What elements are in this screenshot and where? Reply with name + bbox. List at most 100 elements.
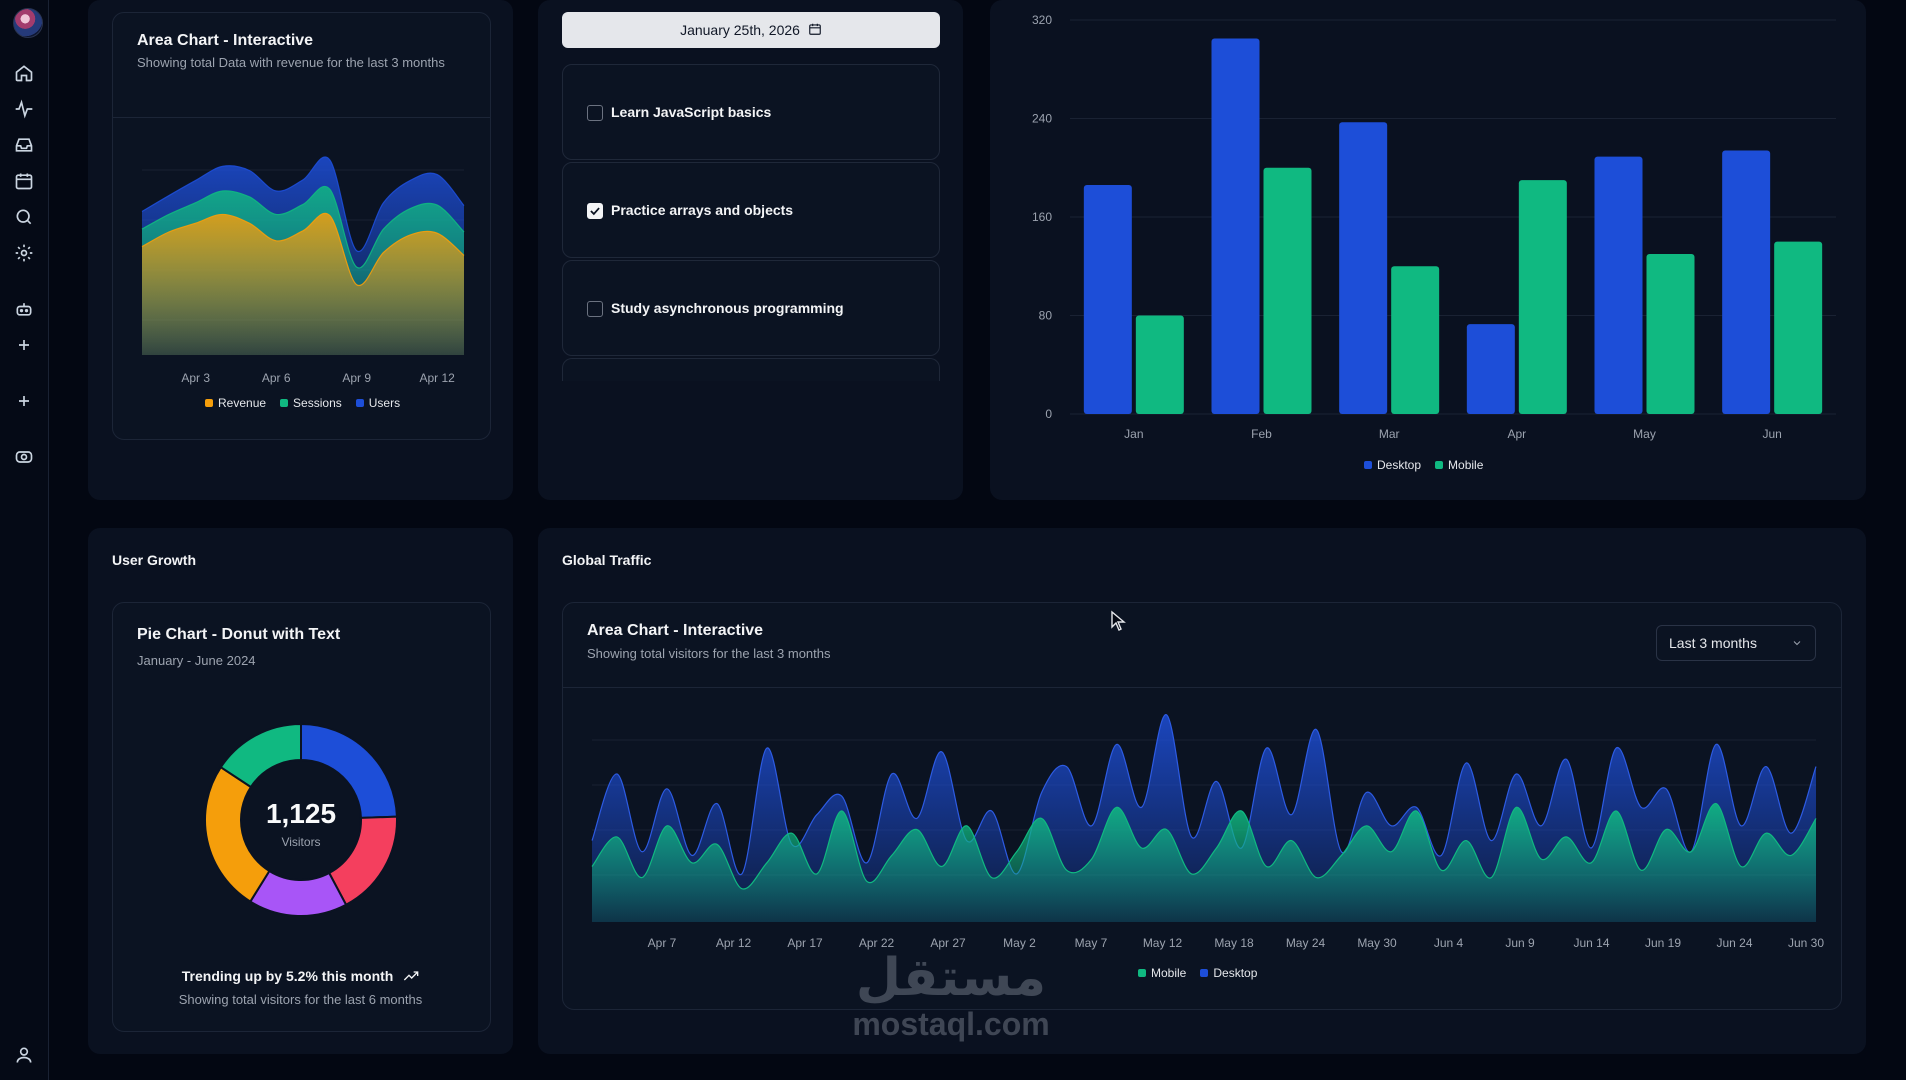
task-checkbox[interactable] [587, 301, 603, 317]
task-item[interactable]: Study asynchronous programming [562, 260, 940, 356]
donut-title: Pie Chart - Donut with Text [137, 626, 341, 643]
range-select-value: Last 3 months [1669, 635, 1757, 651]
x-tick-label: May 2 [1003, 936, 1036, 950]
task-item[interactable]: Practice arrays and objects [562, 162, 940, 258]
x-tick-label: Apr [1507, 427, 1526, 441]
donut-footer-note: Showing total visitors for the last 6 mo… [178, 992, 423, 1007]
x-tick-label: Apr 22 [859, 936, 895, 950]
bar-desktop [1211, 38, 1260, 414]
area-revenue-line [141, 212, 465, 287]
divider [563, 687, 1841, 688]
sidebar [0, 0, 49, 1080]
area-mobile [592, 803, 1816, 922]
x-tick-label: Mar [1379, 427, 1400, 441]
task-item[interactable]: Learn JavaScript basics [562, 64, 940, 160]
mouse-cursor-icon [1111, 610, 1126, 631]
donut-card [112, 602, 491, 1032]
bar-desktop [1466, 324, 1515, 414]
area-mobile-line [591, 803, 1817, 890]
calendar-icon[interactable] [14, 171, 34, 191]
activity-icon[interactable] [14, 99, 34, 119]
traffic-area-chart: Apr 7 Apr 12 Apr 17 Apr 22 Apr 27 May 2 May 7 M… [591, 714, 1824, 950]
x-tick-label: Jan [1124, 427, 1143, 441]
plus-icon[interactable] [14, 335, 34, 355]
x-tick-label: May 18 [1214, 936, 1254, 950]
donut-center-value: 1,125 [265, 798, 337, 829]
x-tick-label: Jun 19 [1645, 936, 1681, 950]
legend-sessions: Sessions [280, 396, 342, 410]
search-icon[interactable] [14, 207, 34, 227]
legend-mobile: Mobile [1138, 966, 1186, 980]
task-checkbox-checked[interactable] [587, 203, 603, 219]
y-tick-label: 320 [1032, 13, 1052, 27]
range-select[interactable]: Last 3 months [1656, 625, 1816, 661]
area-chart-legend: Revenue Sessions Users [205, 396, 400, 410]
chevron-down-icon [1793, 641, 1801, 646]
x-tick-label: Jun 9 [1505, 936, 1535, 950]
area-chart-subtitle: Showing total Data with revenue for the … [137, 55, 445, 70]
user-icon[interactable] [14, 1045, 34, 1065]
y-tick-label: 240 [1032, 112, 1052, 126]
task-checkbox[interactable] [587, 105, 603, 121]
traffic-card-title: Area Chart - Interactive [587, 622, 764, 639]
x-tick-label: May 24 [1286, 936, 1326, 950]
area-chart-title: Area Chart - Interactive [137, 32, 314, 49]
x-tick-label: May [1633, 427, 1656, 441]
x-tick-label: Apr 7 [648, 936, 677, 950]
bot-icon[interactable] [14, 299, 34, 319]
x-tick-label: May 30 [1357, 936, 1397, 950]
eye-icon[interactable] [14, 447, 34, 467]
task-item-partial[interactable] [562, 358, 940, 381]
legend-users: Users [355, 396, 400, 410]
gear-icon[interactable] [14, 243, 34, 263]
area-revenue [142, 213, 464, 355]
bar-desktop [1594, 156, 1643, 414]
area-sessions-line [141, 186, 465, 269]
y-tick-label: 0 [1045, 407, 1052, 421]
x-tick-label: Jun 14 [1573, 936, 1609, 950]
bar-mobile [1518, 180, 1567, 414]
legend-revenue: Revenue [205, 396, 266, 410]
y-tick-label: 80 [1039, 309, 1053, 323]
trending-up-icon [403, 969, 419, 985]
donut-chart [204, 722, 398, 917]
x-tick-label: Jun 30 [1788, 936, 1824, 950]
x-tick-label: Apr 27 [930, 936, 966, 950]
bar-mobile [1263, 167, 1312, 414]
x-tick-label: Feb [1251, 427, 1272, 441]
bar-chart: 0 80 160 240 320 Jan Feb Mar Apr May Jun [1032, 13, 1836, 441]
bar-chart-panel [990, 0, 1866, 500]
date-label: January 25th, 2026 [680, 22, 800, 38]
legend-desktop: Desktop [1200, 966, 1257, 980]
avatar[interactable] [13, 8, 43, 38]
plus-icon[interactable] [14, 391, 34, 411]
donut-slice [219, 722, 302, 789]
donut-center-label: Visitors [281, 835, 321, 849]
x-tick-label: Jun 4 [1434, 936, 1464, 950]
legend-mobile: Mobile [1435, 458, 1483, 472]
home-icon[interactable] [14, 63, 34, 83]
x-tick-label: Jun 24 [1716, 936, 1752, 950]
x-tick-label: Apr 9 [342, 371, 371, 385]
x-tick-label: Apr 3 [181, 371, 210, 385]
bar-desktop [1083, 184, 1132, 414]
global-traffic-title: Global Traffic [562, 552, 652, 568]
bar-mobile [1646, 253, 1695, 414]
x-tick-label: Apr 17 [787, 936, 823, 950]
task-label: Learn JavaScript basics [611, 104, 772, 120]
bar-desktop [1722, 150, 1771, 414]
user-growth-title: User Growth [112, 552, 197, 568]
x-tick-label: May 7 [1075, 936, 1108, 950]
x-tick-label: Apr 12 [419, 371, 455, 385]
x-tick-label: Apr 12 [716, 936, 752, 950]
date-picker-button[interactable]: January 25th, 2026 [562, 12, 940, 48]
area-chart-small: Apr 3 Apr 6 Apr 9 Apr 12 [141, 156, 465, 385]
bar-mobile [1135, 315, 1184, 414]
x-tick-label: May 12 [1143, 936, 1183, 950]
inbox-icon[interactable] [14, 135, 34, 155]
area-users-line [141, 156, 465, 252]
legend-desktop: Desktop [1364, 458, 1421, 472]
traffic-legend: Mobile Desktop [1138, 966, 1257, 980]
task-label: Practice arrays and objects [611, 202, 794, 218]
check-icon [590, 207, 600, 216]
